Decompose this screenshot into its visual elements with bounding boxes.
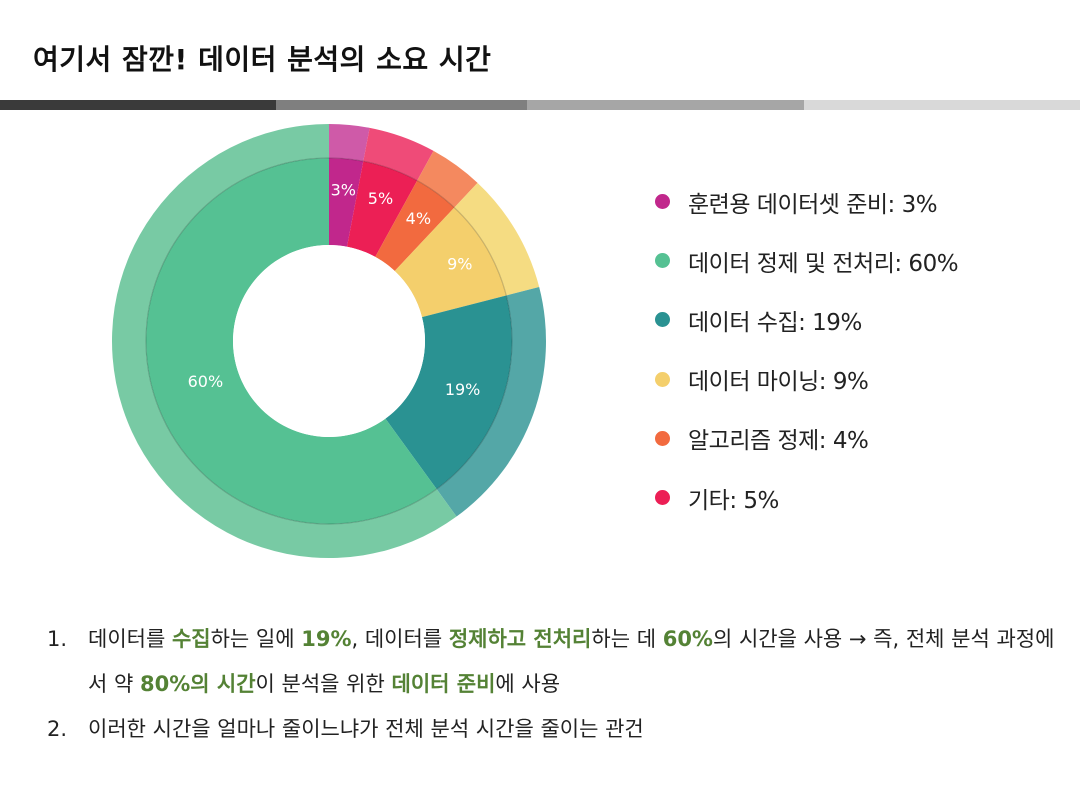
- note-text-segment: 에 사용: [495, 672, 561, 696]
- legend-dot: [655, 194, 670, 210]
- slice-data-label: 60%: [188, 372, 224, 391]
- donut-slice: [394, 207, 507, 318]
- donut-outer-slice: [329, 124, 370, 162]
- donut-slice: [346, 161, 418, 257]
- title-bar-segment-1: [0, 100, 276, 110]
- donut-hole: [233, 245, 425, 437]
- donut-chart: 3% 5% 4% 9% 19% 60%: [112, 124, 546, 558]
- legend-item: 훈련용 데이터셋 준비: 3%: [655, 172, 958, 231]
- note-highlight: 60%: [662, 627, 713, 651]
- slice-data-label: 4%: [406, 209, 431, 228]
- note-number: 1.: [47, 627, 68, 651]
- note-text-segment: 데이터를: [88, 627, 172, 651]
- notes: 1. 데이터를 수집하는 일에 19%, 데이터를 정제하고 전처리하는 데 6…: [47, 617, 1057, 752]
- legend-label: 데이터 정제 및 전처리: 60%: [688, 250, 959, 277]
- donut-outer-slice: [454, 182, 540, 296]
- donut-slice: [329, 158, 364, 247]
- donut-outer-slice: [436, 287, 546, 517]
- note-text: 데이터를 수집하는 일에 19%, 데이터를 정제하고 전처리하는 데 60%의…: [88, 617, 1057, 707]
- donut-outer-slice: [363, 127, 434, 181]
- legend-dot: [655, 371, 670, 387]
- note-highlight: 데이터 준비: [391, 672, 496, 696]
- note-text-segment: , 데이터를: [351, 627, 449, 651]
- donut-slice: [385, 295, 512, 490]
- title-underline-bar: [0, 100, 1080, 110]
- note-item-2: 2. 이러한 시간을 얼마나 줄이느냐가 전체 분석 시간을 줄이는 관건: [47, 707, 1057, 752]
- note-text-segment: 하는 데: [591, 627, 663, 651]
- donut-ring-divider: [145, 157, 513, 525]
- slice-data-label: 5%: [368, 189, 393, 208]
- donut-slice: [375, 180, 455, 272]
- note-highlight: 80%의 시간: [140, 672, 256, 696]
- legend-label: 데이터 마이닝: 9%: [688, 369, 869, 396]
- note-text-segment: 하는 일에: [210, 627, 302, 651]
- legend-label: 훈련용 데이터셋 준비: 3%: [688, 191, 938, 218]
- slice-data-label: 9%: [447, 255, 472, 274]
- slice-data-label: 19%: [445, 380, 481, 399]
- legend-label: 알고리즘 정제: 4%: [688, 428, 869, 455]
- note-text: 이러한 시간을 얼마나 줄이느냐가 전체 분석 시간을 줄이는 관건: [88, 717, 644, 741]
- legend-item: 기타: 5%: [655, 468, 958, 527]
- legend-label: 기타: 5%: [688, 487, 779, 514]
- slice-data-label: 3%: [331, 181, 356, 200]
- title-bar-segment-2: [276, 100, 527, 110]
- legend-dot: [655, 312, 670, 328]
- note-highlight: 수집: [171, 627, 211, 651]
- legend-item: 알고리즘 정제: 4%: [655, 409, 958, 468]
- donut-outer-slice: [417, 150, 478, 208]
- note-text-segment: 의 시간을 사용 → 즉, 전체 분석 과정에서 약: [88, 627, 1055, 696]
- legend-dot: [655, 490, 670, 506]
- donut-outer-slice: [112, 124, 457, 558]
- legend-label: 데이터 수집: 19%: [688, 309, 862, 336]
- note-highlight: 19%: [301, 627, 352, 651]
- note-item-1: 1. 데이터를 수집하는 일에 19%, 데이터를 정제하고 전처리하는 데 6…: [47, 617, 1057, 707]
- note-text-segment: 이 분석을 위한: [255, 672, 392, 696]
- legend-item: 데이터 수집: 19%: [655, 290, 958, 349]
- legend-item: 데이터 정제 및 전처리: 60%: [655, 231, 959, 290]
- legend-dot: [655, 430, 670, 446]
- legend-item: 데이터 마이닝: 9%: [655, 350, 958, 409]
- chart-legend: 훈련용 데이터셋 준비: 3% 데이터 정제 및 전처리: 60% 데이터 수집…: [655, 172, 959, 527]
- slide-title: 여기서 잠깐! 데이터 분석의 소요 시간: [33, 43, 492, 76]
- title-bar-segment-3: [527, 100, 804, 110]
- note-number: 2.: [47, 717, 68, 741]
- title-bar-segment-4: [804, 100, 1080, 110]
- note-highlight: 정제하고 전처리: [448, 627, 592, 651]
- legend-dot: [655, 253, 670, 269]
- donut-slice: [145, 158, 437, 524]
